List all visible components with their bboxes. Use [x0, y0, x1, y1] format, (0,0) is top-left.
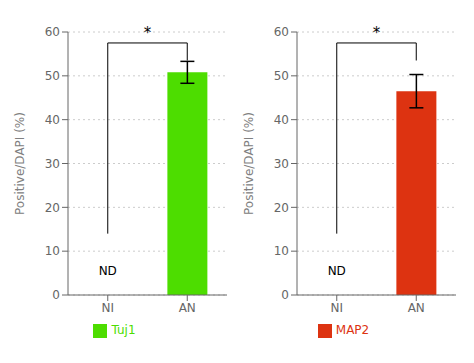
- html-text:MAP2: MAP2: [335, 323, 370, 337]
- svg-text:NI: NI: [101, 301, 114, 315]
- svg-text:30: 30: [45, 157, 60, 171]
- svg-text:10: 10: [45, 244, 60, 258]
- svg-text:ND: ND: [99, 264, 117, 278]
- svg-text:*: *: [144, 24, 152, 42]
- html-text:Tuj1: Tuj1: [111, 323, 136, 337]
- svg-text:50: 50: [274, 69, 289, 83]
- svg-text:40: 40: [274, 113, 289, 127]
- svg-text:60: 60: [274, 25, 289, 39]
- svg-text:0: 0: [52, 288, 60, 302]
- svg-text:ND: ND: [328, 264, 346, 278]
- svg-text:50: 50: [45, 69, 60, 83]
- svg-text:30: 30: [274, 157, 289, 171]
- svg-text:NI: NI: [330, 301, 343, 315]
- svg-text:60: 60: [45, 25, 60, 39]
- svg-text:AN: AN: [408, 301, 425, 315]
- svg-text:Positive/DAPI (%): Positive/DAPI (%): [13, 112, 27, 215]
- svg-text:*: *: [373, 24, 381, 42]
- svg-text:40: 40: [45, 113, 60, 127]
- svg-text:20: 20: [45, 201, 60, 215]
- svg-text:20: 20: [274, 201, 289, 215]
- svg-text:0: 0: [281, 288, 289, 302]
- svg-text:10: 10: [274, 244, 289, 258]
- svg-text:Positive/DAPI (%): Positive/DAPI (%): [242, 112, 256, 215]
- svg-text:AN: AN: [179, 301, 196, 315]
